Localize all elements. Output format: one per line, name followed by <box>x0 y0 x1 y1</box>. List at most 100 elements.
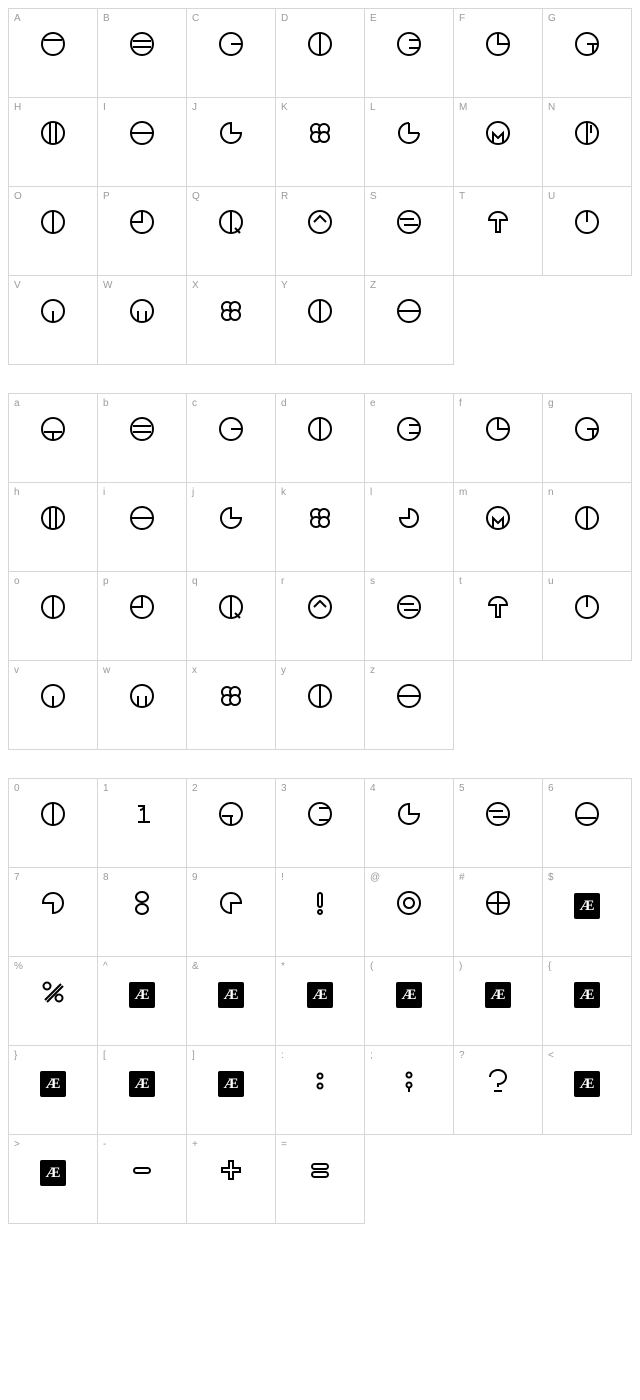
glyph-cell: ^Æ <box>98 957 187 1046</box>
glyph-label: w <box>103 665 110 676</box>
glyph-label: v <box>14 665 19 676</box>
glyph-icon <box>365 590 453 621</box>
glyph-label: ? <box>459 1050 465 1061</box>
glyph-cell: z <box>365 661 454 750</box>
glyph-icon <box>187 294 275 325</box>
glyph-label: f <box>459 398 462 409</box>
glyph-label: p <box>103 576 109 587</box>
glyph-icon <box>98 501 186 532</box>
glyph-cell: l <box>365 483 454 572</box>
glyph-icon <box>276 205 364 236</box>
glyph-label: P <box>103 191 110 202</box>
glyph-cell: 1 <box>98 779 187 868</box>
glyph-cell: U <box>543 187 632 276</box>
glyph-icon: Æ <box>543 975 631 1008</box>
glyph-cell: q <box>187 572 276 661</box>
glyph-label: [ <box>103 1050 106 1061</box>
glyph-icon <box>276 501 364 532</box>
glyph-icon <box>187 501 275 532</box>
glyph-cell: g <box>543 394 632 483</box>
glyph-label: = <box>281 1139 287 1150</box>
glyph-icon <box>9 975 97 1006</box>
glyph-cell: }Æ <box>9 1046 98 1135</box>
glyph-cell: B <box>98 9 187 98</box>
glyph-label: e <box>370 398 376 409</box>
glyph-label: ! <box>281 872 284 883</box>
glyph-cell: P <box>98 187 187 276</box>
glyph-cell: s <box>365 572 454 661</box>
glyph-label: o <box>14 576 20 587</box>
glyph-icon <box>98 590 186 621</box>
glyph-icon <box>276 679 364 710</box>
glyph-icon: Æ <box>9 1064 97 1097</box>
glyph-label: x <box>192 665 197 676</box>
glyph-label: D <box>281 13 288 24</box>
glyph-icon <box>98 27 186 58</box>
glyph-icon <box>276 797 364 828</box>
glyph-cell: a <box>9 394 98 483</box>
glyph-cell: % <box>9 957 98 1046</box>
glyph-icon <box>187 590 275 621</box>
glyph-label: n <box>548 487 554 498</box>
glyph-icon <box>187 797 275 828</box>
glyph-label: z <box>370 665 375 676</box>
glyph-icon <box>98 116 186 147</box>
glyph-label: + <box>192 1139 198 1150</box>
glyph-label: ] <box>192 1050 195 1061</box>
glyph-label: C <box>192 13 199 24</box>
glyph-label: 8 <box>103 872 109 883</box>
glyph-cell: E <box>365 9 454 98</box>
glyph-icon <box>98 205 186 236</box>
glyph-icon <box>543 501 631 532</box>
glyph-cell: 8 <box>98 868 187 957</box>
glyph-cell: H <box>9 98 98 187</box>
glyph-label: F <box>459 13 465 24</box>
glyph-label: Z <box>370 280 376 291</box>
glyph-icon <box>98 412 186 443</box>
glyph-cell: )Æ <box>454 957 543 1046</box>
glyph-cell: p <box>98 572 187 661</box>
glyph-cell: N <box>543 98 632 187</box>
glyph-cell: t <box>454 572 543 661</box>
glyph-cell: [Æ <box>98 1046 187 1135</box>
glyph-cell: ? <box>454 1046 543 1135</box>
glyph-label: # <box>459 872 465 883</box>
glyph-icon <box>9 27 97 58</box>
glyph-cell: O <box>9 187 98 276</box>
glyph-cell: X <box>187 276 276 365</box>
glyph-icon <box>187 27 275 58</box>
glyph-icon: Æ <box>543 1064 631 1097</box>
glyph-icon <box>365 27 453 58</box>
glyph-icon <box>454 205 542 236</box>
glyph-label: { <box>548 961 551 972</box>
glyph-cell: ; <box>365 1046 454 1135</box>
glyph-icon: Æ <box>276 975 364 1008</box>
glyph-label: % <box>14 961 23 972</box>
glyph-label: i <box>103 487 105 498</box>
glyph-cell: R <box>276 187 365 276</box>
glyph-cell: J <box>187 98 276 187</box>
glyph-cell: h <box>9 483 98 572</box>
glyph-icon <box>454 797 542 828</box>
glyph-label: ) <box>459 961 462 972</box>
glyph-label: d <box>281 398 287 409</box>
glyph-icon <box>276 1153 364 1184</box>
glyph-label: y <box>281 665 286 676</box>
glyph-icon <box>98 1153 186 1184</box>
glyph-icon <box>276 1064 364 1095</box>
glyph-icon <box>543 116 631 147</box>
glyph-cell: A <box>9 9 98 98</box>
glyph-icon <box>9 205 97 236</box>
glyph-label: m <box>459 487 467 498</box>
glyph-label: * <box>281 961 285 972</box>
glyph-label: & <box>192 961 199 972</box>
glyph-cell: Z <box>365 276 454 365</box>
glyph-icon <box>9 116 97 147</box>
glyph-label: < <box>548 1050 554 1061</box>
glyph-icon: Æ <box>454 975 542 1008</box>
glyph-label: } <box>14 1050 17 1061</box>
glyph-cell: o <box>9 572 98 661</box>
glyph-cell: e <box>365 394 454 483</box>
glyph-icon <box>454 27 542 58</box>
glyph-cell: 0 <box>9 779 98 868</box>
